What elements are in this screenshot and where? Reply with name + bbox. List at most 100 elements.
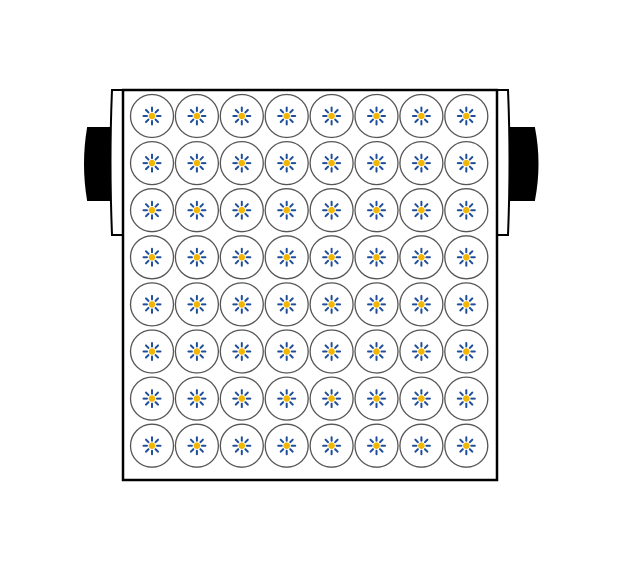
petal xyxy=(289,438,294,444)
petal xyxy=(324,108,330,114)
petal xyxy=(414,401,419,406)
petal xyxy=(468,344,474,349)
petal xyxy=(459,306,464,312)
petal xyxy=(334,401,339,406)
petal xyxy=(154,401,160,406)
petal xyxy=(244,297,249,302)
petal xyxy=(234,354,240,359)
petal xyxy=(279,108,285,114)
petal xyxy=(468,250,474,255)
petal xyxy=(154,306,160,312)
petal xyxy=(379,297,384,302)
label xyxy=(129,329,175,374)
petal xyxy=(289,344,294,349)
flower-center xyxy=(418,348,425,355)
petal xyxy=(369,165,374,171)
petal xyxy=(289,259,294,265)
petal xyxy=(423,401,429,406)
petal xyxy=(199,212,204,218)
flower-center xyxy=(373,253,380,261)
label-grid xyxy=(129,93,489,468)
petal xyxy=(459,448,464,453)
petal xyxy=(244,344,249,349)
flower-center xyxy=(148,348,156,355)
flower-center xyxy=(328,301,335,308)
petal xyxy=(234,344,240,349)
petal xyxy=(154,165,160,171)
label xyxy=(174,235,220,280)
petal xyxy=(189,203,195,208)
petal xyxy=(189,118,195,124)
petal xyxy=(244,306,249,312)
petal xyxy=(144,354,150,359)
label xyxy=(309,282,354,327)
label xyxy=(399,235,444,280)
petal xyxy=(244,401,249,406)
petal xyxy=(369,108,374,114)
flower-center xyxy=(193,348,201,355)
petal xyxy=(144,297,150,302)
petal xyxy=(189,306,195,312)
petal xyxy=(369,391,374,397)
petal xyxy=(144,438,150,444)
petal xyxy=(279,297,285,302)
flower-center xyxy=(148,159,156,167)
petal xyxy=(468,165,474,171)
flower-center xyxy=(148,301,156,308)
petal xyxy=(334,212,339,218)
petal xyxy=(414,165,419,171)
flower-center xyxy=(283,253,291,261)
flower-center xyxy=(463,112,470,120)
petal xyxy=(459,344,464,349)
petal xyxy=(423,156,429,161)
petal xyxy=(189,344,195,349)
petal xyxy=(379,391,384,397)
petal xyxy=(279,438,285,444)
label xyxy=(444,235,489,280)
petal xyxy=(234,156,240,161)
petal xyxy=(379,165,384,171)
petal xyxy=(423,165,429,171)
petal xyxy=(369,297,374,302)
label xyxy=(399,423,444,468)
petal xyxy=(189,165,195,171)
petal xyxy=(468,438,474,444)
petal xyxy=(468,259,474,265)
petal xyxy=(244,448,249,453)
petal xyxy=(423,438,429,444)
petal xyxy=(324,448,330,453)
petal xyxy=(279,391,285,397)
petal xyxy=(234,438,240,444)
petal xyxy=(144,391,150,397)
petal xyxy=(379,203,384,208)
petal xyxy=(324,118,330,124)
petal xyxy=(199,448,204,453)
flower-center xyxy=(373,159,380,167)
petal xyxy=(423,259,429,265)
flower-center xyxy=(238,301,246,308)
flower-center xyxy=(328,253,335,261)
petal xyxy=(279,250,285,255)
petal xyxy=(189,297,195,302)
label xyxy=(264,188,309,233)
flower-center xyxy=(463,159,470,167)
petal xyxy=(414,212,419,218)
label xyxy=(219,376,264,421)
petal xyxy=(423,344,429,349)
petal xyxy=(423,354,429,359)
petal xyxy=(154,297,160,302)
petal xyxy=(279,448,285,453)
petal xyxy=(234,401,240,406)
label xyxy=(399,282,444,327)
petal xyxy=(189,438,195,444)
label xyxy=(174,423,220,468)
flower-center xyxy=(238,395,246,402)
petal xyxy=(279,156,285,161)
petal xyxy=(423,391,429,397)
label xyxy=(354,140,399,186)
petal xyxy=(154,118,160,124)
petal xyxy=(234,250,240,255)
petal xyxy=(459,391,464,397)
